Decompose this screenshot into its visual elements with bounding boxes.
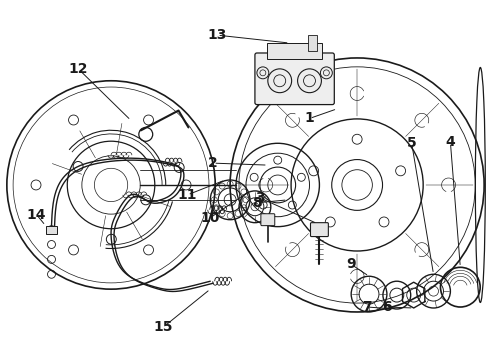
Text: 13: 13 [208, 28, 227, 42]
Text: 7: 7 [362, 300, 372, 314]
FancyBboxPatch shape [311, 223, 328, 237]
Text: 11: 11 [178, 188, 197, 202]
Text: 8: 8 [252, 196, 262, 210]
Text: 10: 10 [200, 211, 220, 225]
Text: 15: 15 [154, 320, 173, 334]
Text: 6: 6 [382, 300, 392, 314]
Text: 3: 3 [255, 191, 265, 205]
FancyBboxPatch shape [261, 214, 275, 226]
FancyBboxPatch shape [255, 53, 334, 105]
Text: 2: 2 [208, 156, 218, 170]
Text: 12: 12 [69, 62, 88, 76]
Text: 14: 14 [27, 208, 47, 222]
Text: 4: 4 [445, 135, 455, 149]
Text: 5: 5 [407, 136, 416, 150]
Bar [308, 35, 318, 51]
Text: 1: 1 [305, 112, 315, 126]
Text: 9: 9 [346, 257, 356, 271]
Bar [267, 43, 322, 59]
Bar [46, 226, 57, 234]
